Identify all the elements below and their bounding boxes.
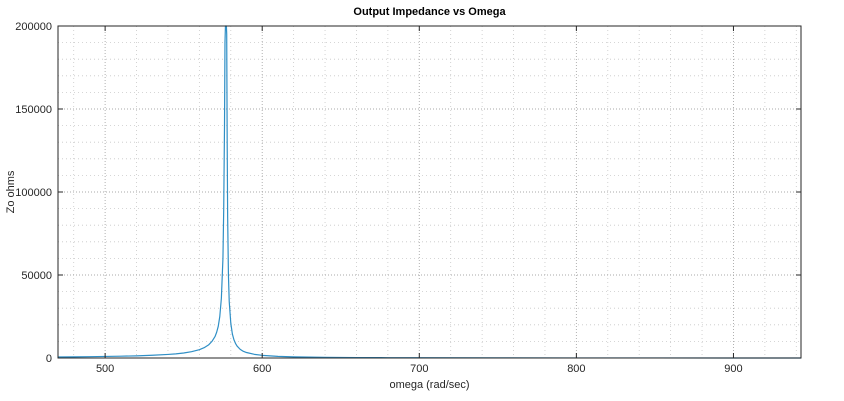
x-tick-label: 900: [724, 363, 742, 375]
chart-title: Output Impedance vs Omega: [353, 6, 506, 18]
y-tick-label: 200000: [15, 21, 52, 33]
x-tick-label: 600: [253, 363, 271, 375]
x-axis-title: omega (rad/sec): [389, 379, 469, 391]
y-tick-label: 100000: [15, 187, 52, 199]
x-tick-label: 800: [567, 363, 585, 375]
y-tick-label: 50000: [21, 270, 52, 282]
ticks: 500 600 700 800 900 0 50000 100000 150000 200000: [15, 21, 801, 375]
y-tick-label: 150000: [15, 104, 52, 116]
x-tick-label: 700: [410, 363, 428, 375]
y-tick-label: 0: [46, 353, 52, 365]
grid: [58, 26, 801, 358]
x-tick-label: 500: [96, 363, 114, 375]
y-axis-title: Zo ohms: [5, 170, 17, 213]
